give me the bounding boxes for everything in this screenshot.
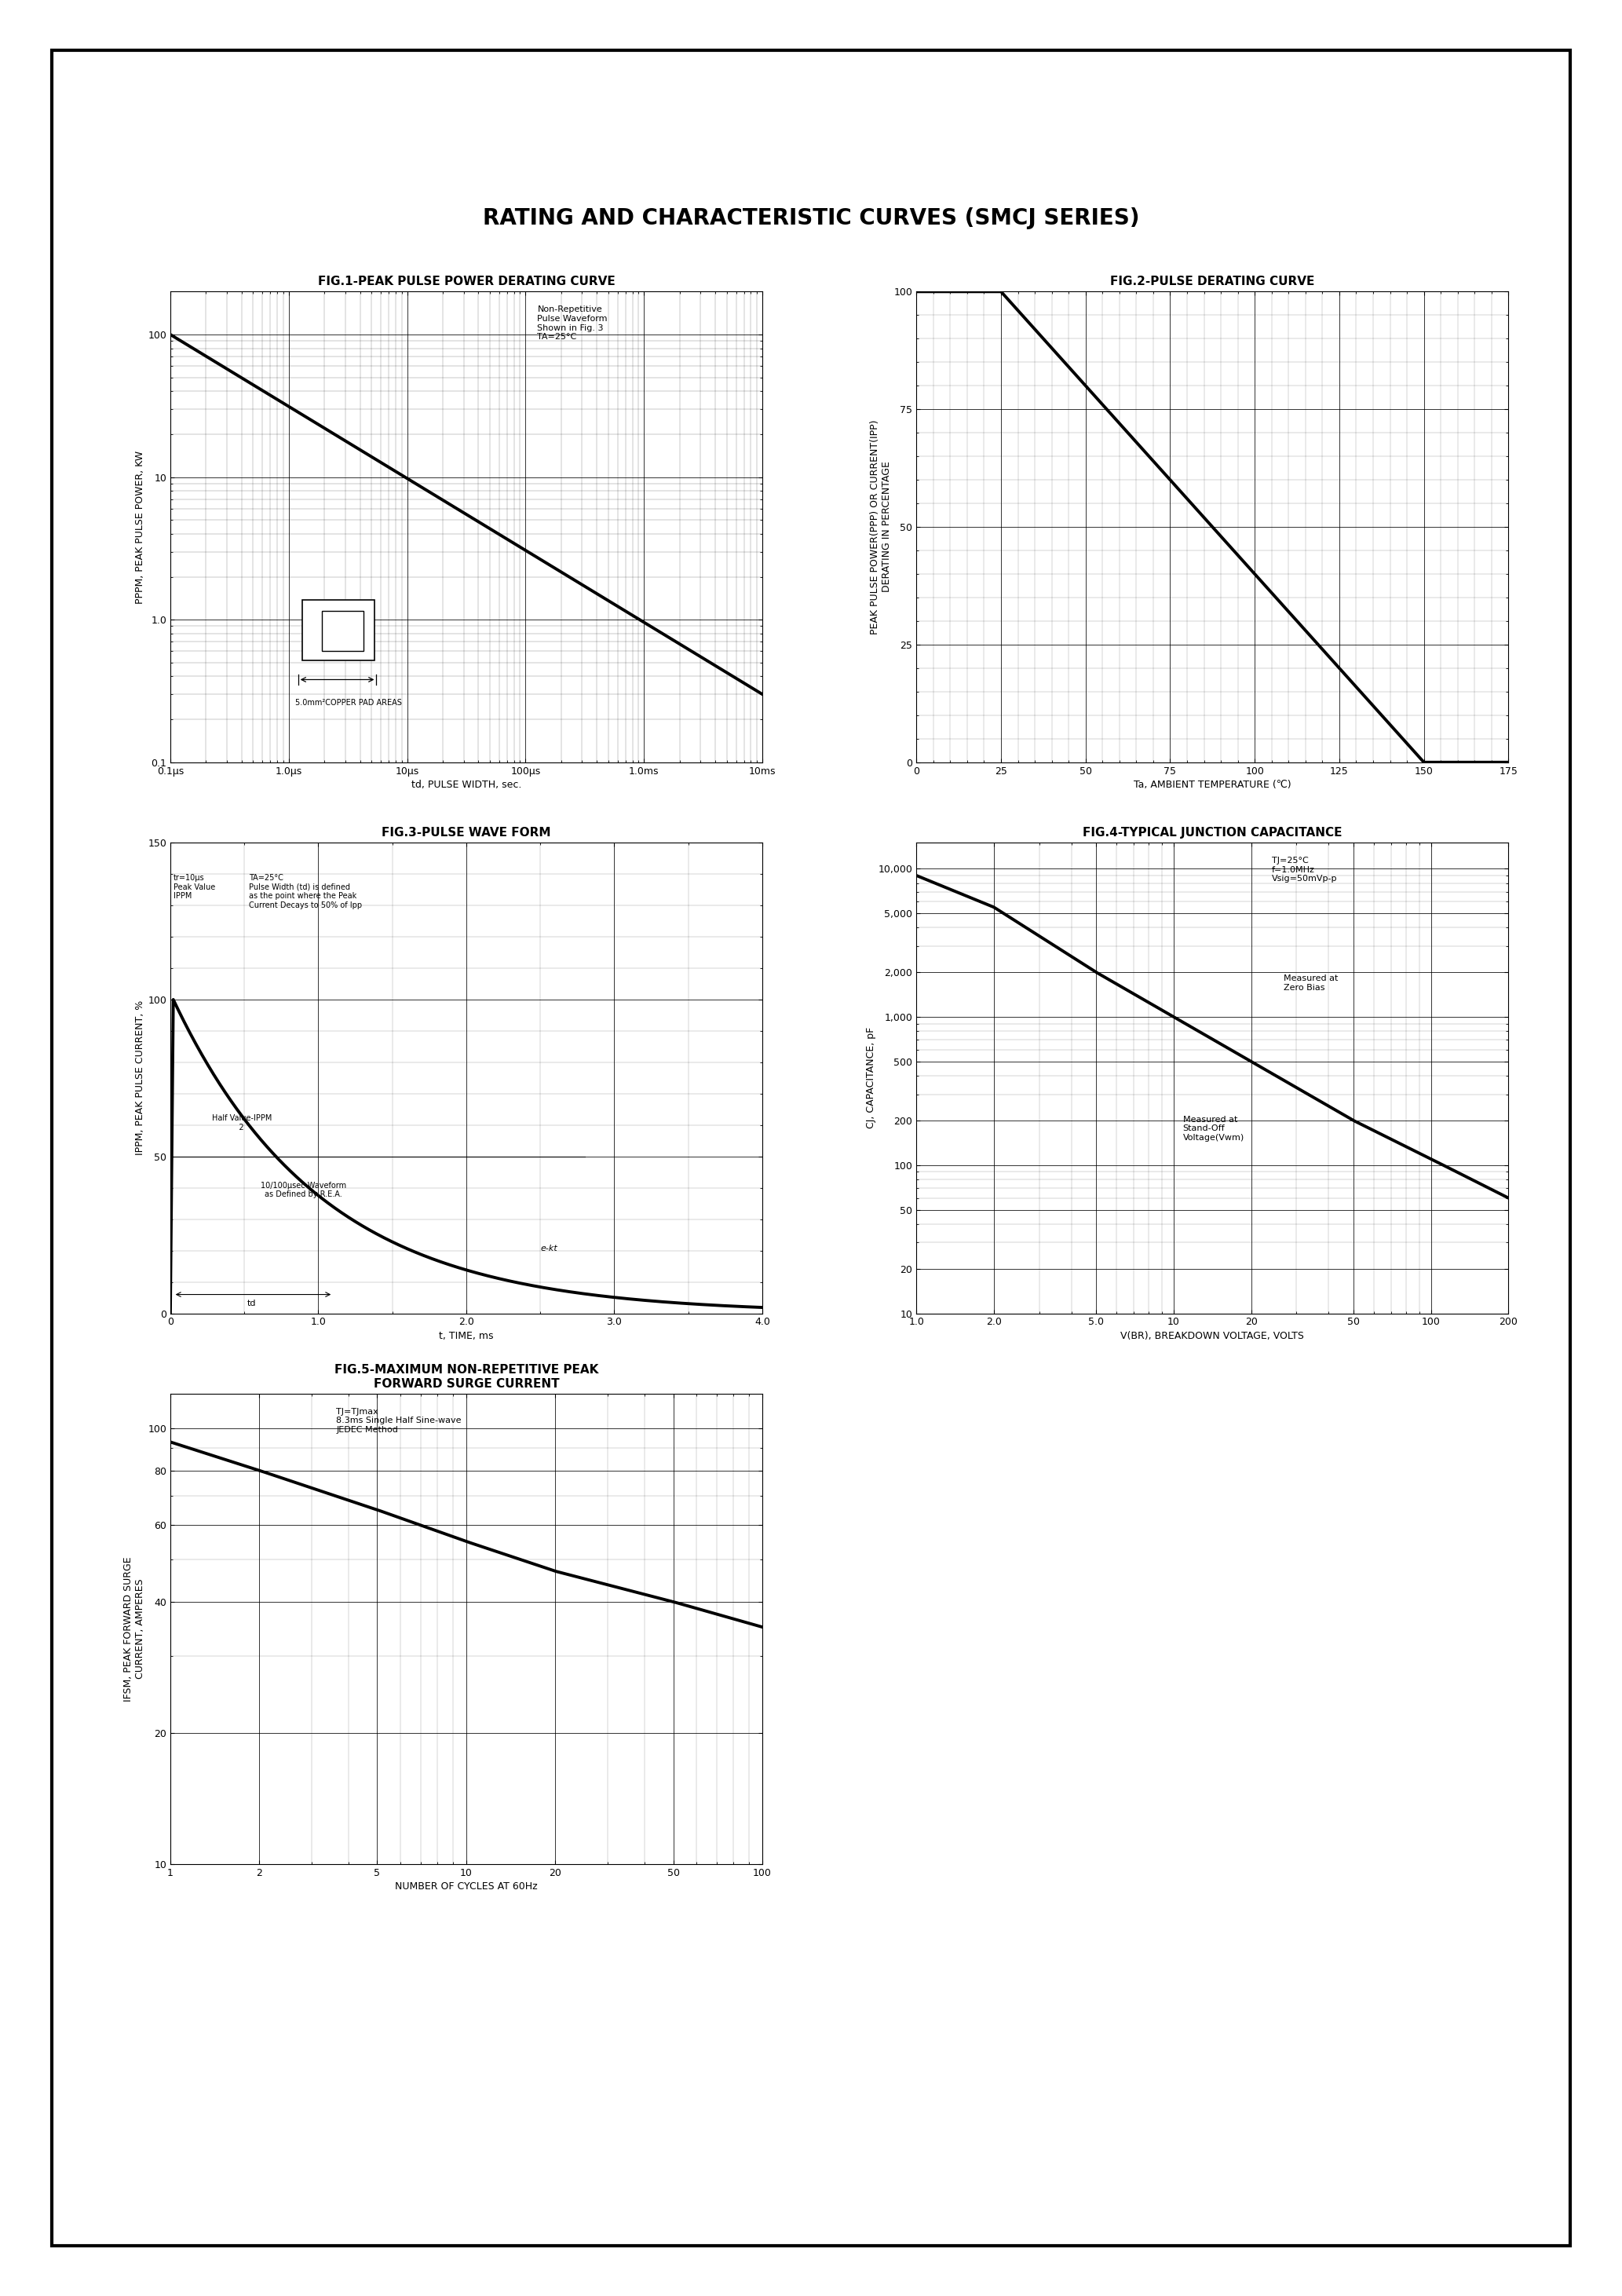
Title: FIG.2-PULSE DERATING CURVE: FIG.2-PULSE DERATING CURVE bbox=[1109, 276, 1315, 287]
Title: FIG.5-MAXIMUM NON-REPETITIVE PEAK
FORWARD SURGE CURRENT: FIG.5-MAXIMUM NON-REPETITIVE PEAK FORWAR… bbox=[334, 1364, 599, 1389]
Title: FIG.4-TYPICAL JUNCTION CAPACITANCE: FIG.4-TYPICAL JUNCTION CAPACITANCE bbox=[1083, 827, 1341, 838]
X-axis label: NUMBER OF CYCLES AT 60Hz: NUMBER OF CYCLES AT 60Hz bbox=[396, 1883, 537, 1892]
Y-axis label: IPPM, PEAK PULSE CURRENT, %: IPPM, PEAK PULSE CURRENT, % bbox=[135, 1001, 146, 1155]
Bar bbox=[302, 599, 375, 661]
X-axis label: t, TIME, ms: t, TIME, ms bbox=[440, 1332, 493, 1341]
Text: Measured at
Stand-Off
Voltage(Vwm): Measured at Stand-Off Voltage(Vwm) bbox=[1182, 1116, 1244, 1141]
Y-axis label: CJ, CAPACITANCE, pF: CJ, CAPACITANCE, pF bbox=[866, 1026, 876, 1130]
X-axis label: V(BR), BREAKDOWN VOLTAGE, VOLTS: V(BR), BREAKDOWN VOLTAGE, VOLTS bbox=[1121, 1332, 1304, 1341]
X-axis label: td, PULSE WIDTH, sec.: td, PULSE WIDTH, sec. bbox=[412, 781, 521, 790]
Y-axis label: IFSM, PEAK FORWARD SURGE
CURRENT, AMPERES: IFSM, PEAK FORWARD SURGE CURRENT, AMPERE… bbox=[123, 1557, 146, 1701]
Text: TJ=25°C
f=1.0MHz
Vsig=50mVp-p: TJ=25°C f=1.0MHz Vsig=50mVp-p bbox=[1272, 856, 1337, 884]
Text: RATING AND CHARACTERISTIC CURVES (SMCJ SERIES): RATING AND CHARACTERISTIC CURVES (SMCJ S… bbox=[483, 207, 1139, 230]
Text: TA=25°C
Pulse Width (td) is defined
as the point where the Peak
Current Decays t: TA=25°C Pulse Width (td) is defined as t… bbox=[248, 875, 362, 909]
Y-axis label: PEAK PULSE POWER(PPP) OR CURRENT(IPP)
DERATING IN PERCENTAGE: PEAK PULSE POWER(PPP) OR CURRENT(IPP) DE… bbox=[869, 420, 892, 634]
Text: 10/100μsec Waveform
as Defined by R.E.A.: 10/100μsec Waveform as Defined by R.E.A. bbox=[261, 1182, 347, 1199]
Text: Non-Repetitive
Pulse Waveform
Shown in Fig. 3
TA=25°C: Non-Repetitive Pulse Waveform Shown in F… bbox=[537, 305, 608, 340]
Text: td: td bbox=[247, 1300, 256, 1306]
Y-axis label: PPPM, PEAK PULSE POWER, KW: PPPM, PEAK PULSE POWER, KW bbox=[135, 450, 146, 604]
Text: e-kt: e-kt bbox=[540, 1244, 558, 1251]
Text: 5.0mm²COPPER PAD AREAS: 5.0mm²COPPER PAD AREAS bbox=[295, 698, 402, 707]
Text: Half Value-IPPM
           2: Half Value-IPPM 2 bbox=[212, 1114, 272, 1132]
Text: Measured at
Zero Bias: Measured at Zero Bias bbox=[1283, 974, 1338, 992]
Text: tr=10μs
Peak Value
IPPM: tr=10μs Peak Value IPPM bbox=[174, 875, 216, 900]
X-axis label: Ta, AMBIENT TEMPERATURE (℃): Ta, AMBIENT TEMPERATURE (℃) bbox=[1134, 781, 1291, 790]
Title: FIG.1-PEAK PULSE POWER DERATING CURVE: FIG.1-PEAK PULSE POWER DERATING CURVE bbox=[318, 276, 615, 287]
Bar bbox=[321, 611, 363, 652]
Title: FIG.3-PULSE WAVE FORM: FIG.3-PULSE WAVE FORM bbox=[381, 827, 551, 838]
Text: TJ=TJmax
8.3ms Single Half Sine-wave
JEDEC Method: TJ=TJmax 8.3ms Single Half Sine-wave JED… bbox=[336, 1407, 461, 1435]
